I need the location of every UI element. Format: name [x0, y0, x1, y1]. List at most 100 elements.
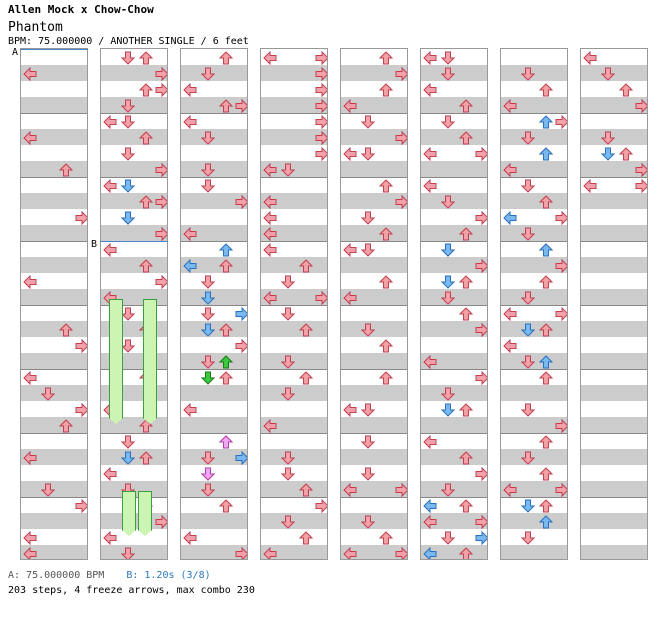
up-arrow-icon: [219, 435, 233, 449]
left-arrow-icon: [343, 291, 357, 305]
down-arrow-icon: [281, 387, 295, 401]
down-arrow-icon: [201, 131, 215, 145]
measure-line: [21, 305, 87, 306]
artist-title: Allen Mock x Chow-Chow: [8, 3, 154, 16]
up-arrow-icon: [139, 51, 153, 65]
left-arrow-icon: [423, 547, 437, 559]
right-arrow-icon: [555, 115, 567, 129]
measure-line: [261, 177, 327, 178]
right-arrow-icon: [635, 99, 647, 113]
down-arrow-icon: [521, 499, 535, 513]
up-arrow-icon: [539, 115, 553, 129]
measure-line: [501, 177, 567, 178]
right-arrow-icon: [235, 195, 247, 209]
up-arrow-icon: [219, 99, 233, 113]
down-arrow-icon: [361, 211, 375, 225]
left-arrow-icon: [103, 115, 117, 129]
chart-column: [500, 48, 568, 560]
left-arrow-icon: [263, 291, 277, 305]
down-arrow-icon: [521, 323, 535, 337]
right-arrow-icon: [155, 163, 167, 177]
up-arrow-icon: [539, 515, 553, 529]
right-arrow-icon: [75, 499, 87, 513]
down-arrow-icon: [121, 211, 135, 225]
up-arrow-icon: [219, 499, 233, 513]
right-arrow-icon: [395, 195, 407, 209]
up-arrow-icon: [59, 323, 73, 337]
left-arrow-icon: [503, 307, 517, 321]
left-arrow-icon: [343, 243, 357, 257]
left-arrow-icon: [103, 243, 117, 257]
left-arrow-icon: [503, 483, 517, 497]
left-arrow-icon: [263, 211, 277, 225]
measure-line: [101, 177, 167, 178]
right-arrow-icon: [75, 339, 87, 353]
left-arrow-icon: [343, 547, 357, 559]
left-arrow-icon: [23, 451, 37, 465]
down-arrow-icon: [521, 355, 535, 369]
left-arrow-icon: [183, 115, 197, 129]
left-arrow-icon: [183, 531, 197, 545]
down-arrow-icon: [361, 467, 375, 481]
up-arrow-icon: [539, 275, 553, 289]
right-arrow-icon: [475, 259, 487, 273]
measure-line: [261, 305, 327, 306]
bpm-a-label: A: 75.000000 BPM: [8, 570, 105, 581]
right-arrow-icon: [235, 307, 247, 321]
up-arrow-icon: [139, 83, 153, 97]
left-arrow-icon: [503, 99, 517, 113]
up-arrow-icon: [539, 147, 553, 161]
up-arrow-icon: [299, 483, 313, 497]
left-arrow-icon: [23, 547, 37, 559]
up-arrow-icon: [619, 83, 633, 97]
up-arrow-icon: [379, 179, 393, 193]
chart-column: [580, 48, 648, 560]
left-arrow-icon: [183, 83, 197, 97]
down-arrow-icon: [121, 147, 135, 161]
measure-line: [341, 497, 407, 498]
up-arrow-icon: [219, 323, 233, 337]
right-arrow-icon: [315, 99, 327, 113]
up-arrow-icon: [139, 131, 153, 145]
up-arrow-icon: [219, 355, 233, 369]
down-arrow-icon: [281, 307, 295, 321]
right-arrow-icon: [395, 67, 407, 81]
right-arrow-icon: [555, 419, 567, 433]
up-arrow-icon: [539, 467, 553, 481]
down-arrow-icon: [121, 451, 135, 465]
measure-line: [261, 433, 327, 434]
freeze-arrow: [109, 299, 123, 419]
measure-line: [581, 177, 647, 178]
chart-column: [20, 48, 88, 560]
down-arrow-icon: [441, 195, 455, 209]
up-arrow-icon: [59, 419, 73, 433]
left-arrow-icon: [423, 51, 437, 65]
right-arrow-icon: [475, 515, 487, 529]
up-arrow-icon: [379, 531, 393, 545]
down-arrow-icon: [281, 467, 295, 481]
right-arrow-icon: [475, 467, 487, 481]
up-arrow-icon: [379, 227, 393, 241]
left-arrow-icon: [423, 179, 437, 193]
down-arrow-icon: [121, 339, 135, 353]
up-arrow-icon: [539, 83, 553, 97]
measure-line: [341, 177, 407, 178]
down-arrow-icon: [521, 179, 535, 193]
measure-line: [261, 497, 327, 498]
down-arrow-icon: [281, 451, 295, 465]
measure-line: [181, 369, 247, 370]
tempo-marker-b-line: [100, 241, 168, 242]
measure-line: [421, 177, 487, 178]
up-arrow-icon: [539, 499, 553, 513]
measure-line: [421, 497, 487, 498]
up-arrow-icon: [139, 195, 153, 209]
measure-line: [261, 241, 327, 242]
measure-line: [21, 433, 87, 434]
measure-line: [421, 113, 487, 114]
up-arrow-icon: [459, 403, 473, 417]
right-arrow-icon: [475, 211, 487, 225]
left-arrow-icon: [423, 435, 437, 449]
measure-line: [341, 241, 407, 242]
down-arrow-icon: [361, 403, 375, 417]
chart-info: BPM: 75.000000 / ANOTHER SINGLE / 6 feet: [8, 36, 249, 47]
